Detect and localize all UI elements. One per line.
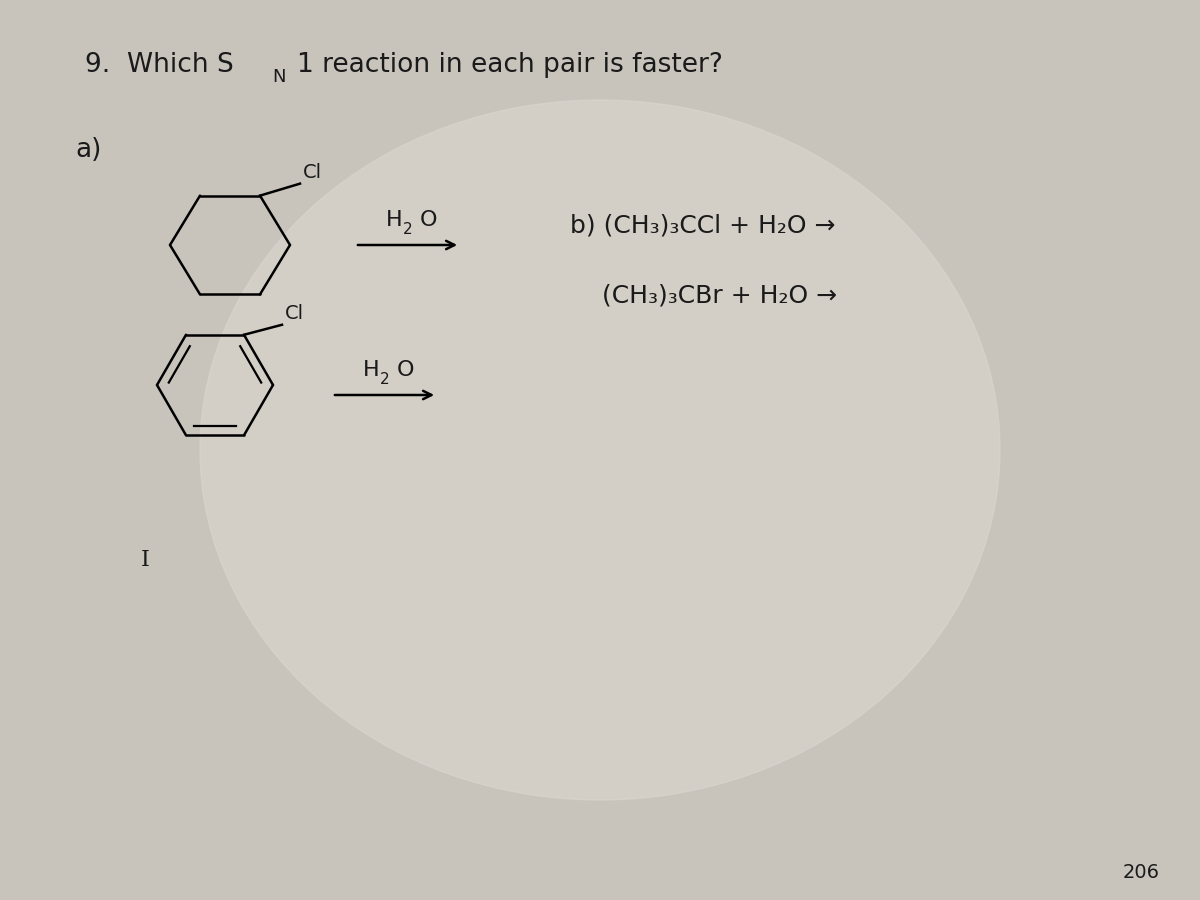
Text: 1 reaction in each pair is faster?: 1 reaction in each pair is faster? [298, 52, 722, 78]
Text: Cl: Cl [302, 163, 322, 182]
Text: O: O [420, 210, 437, 230]
Text: 9.  Which S: 9. Which S [85, 52, 234, 78]
Text: 2: 2 [402, 222, 412, 237]
Ellipse shape [200, 100, 1000, 800]
Text: I: I [140, 549, 150, 571]
Text: a): a) [74, 137, 101, 163]
Text: H: H [386, 210, 402, 230]
Text: N: N [272, 68, 286, 86]
Text: Cl: Cl [284, 304, 304, 323]
Text: H: H [362, 360, 379, 380]
Text: 2: 2 [379, 372, 389, 387]
Text: (CH₃)₃CBr + H₂O →: (CH₃)₃CBr + H₂O → [602, 283, 838, 307]
Text: 206: 206 [1123, 863, 1160, 882]
Text: b) (CH₃)₃CCl + H₂O →: b) (CH₃)₃CCl + H₂O → [570, 213, 835, 237]
Text: O: O [396, 360, 414, 380]
